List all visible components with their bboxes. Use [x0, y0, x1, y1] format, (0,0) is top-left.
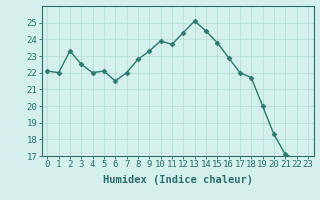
X-axis label: Humidex (Indice chaleur): Humidex (Indice chaleur) [103, 175, 252, 185]
